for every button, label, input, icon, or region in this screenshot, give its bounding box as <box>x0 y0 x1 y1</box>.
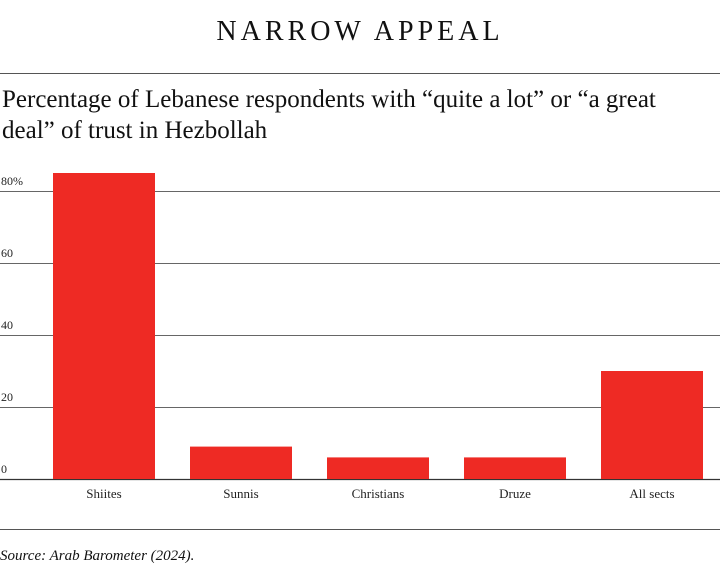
y-tick-label: 80% <box>1 174 23 188</box>
headline: NARROW APPEAL <box>216 16 504 47</box>
y-tick-label: 0 <box>1 462 7 476</box>
category-label: Druze <box>499 486 531 501</box>
bottom-divider <box>0 529 720 530</box>
y-tick-label: 40 <box>1 318 13 332</box>
y-axis-ticks: 0 20 40 60 80% <box>1 174 23 476</box>
source-note: Source: Arab Barometer (2024). <box>0 548 195 564</box>
category-label: Shiites <box>86 486 121 501</box>
category-label: Sunnis <box>223 486 258 501</box>
bar-all-sects <box>601 371 703 479</box>
y-tick-label: 20 <box>1 390 13 404</box>
bars <box>53 173 703 479</box>
bar-christians <box>327 457 429 479</box>
category-label: All sects <box>629 486 674 501</box>
category-label: Christians <box>352 486 405 501</box>
top-divider <box>0 73 720 74</box>
chart-subtitle: Percentage of Lebanese respondents with … <box>2 86 656 144</box>
bar-sunnis <box>190 446 292 479</box>
y-tick-label: 60 <box>1 246 13 260</box>
bar-druze <box>464 457 566 479</box>
bar-shiites <box>53 173 155 479</box>
x-axis-labels: Shiites Sunnis Christians Druze All sects <box>86 486 674 501</box>
